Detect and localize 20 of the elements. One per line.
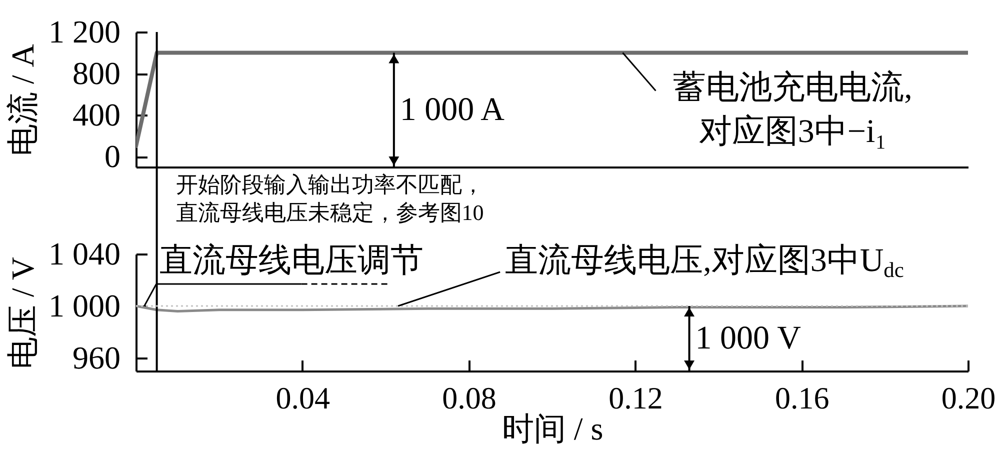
y-tick-label: 1 000 xyxy=(48,288,120,324)
ref-line-label: 开始阶段输入输出功率不匹配，直流母线电压未稳定，参考图10 xyxy=(176,172,484,225)
x-tick-label: 0.12 xyxy=(608,380,663,416)
y-tick-label: 800 xyxy=(72,55,120,92)
annotation: 蓄电池充电电流, 对应图3中−i₁ xyxy=(673,70,912,150)
annotation: 1 000 V xyxy=(695,320,802,356)
y-tick-label: 1 040 xyxy=(48,236,120,272)
annotation: 直流母线电压调节 xyxy=(159,243,424,279)
annotation: 1 000 A xyxy=(400,92,505,128)
x-tick-label: 0.08 xyxy=(442,380,496,416)
y-tick-label: 0 xyxy=(104,138,120,174)
y-tick-label: 960 xyxy=(72,340,120,376)
x-tick-label: 0.20 xyxy=(941,380,996,416)
x-tick-label: 0.04 xyxy=(276,380,331,416)
y-tick-label: 1 200 xyxy=(48,14,120,50)
y-axis-title: 电压 / V xyxy=(4,257,40,369)
x-axis-title: 时间 / s xyxy=(502,410,604,446)
x-tick-label: 0.16 xyxy=(774,380,830,416)
y-tick-label: 400 xyxy=(72,96,120,133)
y-axis-title: 电流 / A xyxy=(4,44,40,156)
